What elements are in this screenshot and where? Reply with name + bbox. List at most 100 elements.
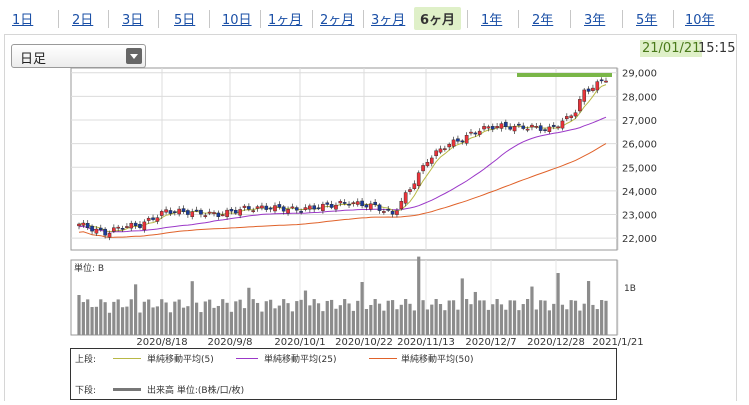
tab-5d[interactable]: 5日	[174, 13, 196, 28]
candle	[155, 217, 160, 222]
period-tabs: 1日 2日 3日 5日 10日 1ヶ月 2ヶ月 3ヶ月 6ヶ月 1年 2年 3年…	[0, 0, 749, 34]
candle	[120, 228, 125, 230]
candle	[595, 81, 600, 91]
ma5-line	[78, 84, 607, 233]
candle	[530, 124, 534, 128]
volume-bar	[112, 301, 116, 335]
volume-bar	[434, 299, 438, 335]
tab-3m[interactable]: 3ヶ月	[371, 13, 406, 28]
tab-1d[interactable]: 1日	[12, 13, 34, 28]
candle	[268, 207, 273, 210]
tab-divider	[209, 10, 210, 28]
candle	[604, 80, 608, 83]
volume-bar	[417, 256, 421, 335]
tab-2m[interactable]: 2ヶ月	[320, 13, 355, 28]
candle	[107, 233, 112, 238]
candle	[416, 172, 421, 186]
candle	[425, 162, 430, 167]
candle	[229, 209, 234, 212]
volume-bar	[229, 311, 234, 335]
candle	[395, 210, 399, 215]
volume-bar	[286, 303, 290, 335]
volume-bar	[290, 311, 295, 335]
candle	[103, 228, 107, 236]
candle	[355, 201, 360, 205]
volume-bar	[543, 300, 547, 335]
volume-bar	[569, 300, 573, 335]
price-tick-label: 28,000	[622, 92, 657, 103]
last-update-date: 21/01/21	[640, 40, 703, 57]
volume-bar	[377, 303, 382, 335]
tab-divider	[312, 10, 313, 28]
tab-divider	[158, 10, 159, 28]
candle	[386, 209, 391, 211]
price-tick-label: 29,000	[622, 69, 657, 80]
tab-3y[interactable]: 3年	[584, 13, 606, 28]
tab-5y[interactable]: 5年	[636, 13, 658, 28]
volume-bar	[216, 305, 220, 335]
candle	[85, 223, 90, 229]
tab-2y[interactable]: 2年	[532, 13, 554, 28]
tab-divider	[570, 10, 571, 28]
candlesticks	[77, 77, 608, 241]
volume-bar	[447, 300, 451, 335]
tab-1m[interactable]: 1ヶ月	[268, 13, 303, 28]
legend-ma25: 単純移動平均(25)	[264, 355, 337, 365]
ma25-swatch	[236, 358, 258, 359]
tab-divider	[260, 10, 261, 28]
candle	[238, 209, 242, 216]
candle	[173, 211, 177, 213]
candle	[203, 215, 208, 217]
candle	[151, 217, 155, 220]
candle	[216, 212, 221, 217]
tab-1y[interactable]: 1年	[481, 13, 503, 28]
volume-bar	[382, 310, 386, 335]
candle	[142, 221, 147, 231]
candle	[582, 89, 587, 102]
tab-10y[interactable]: 10年	[685, 13, 715, 28]
candle	[369, 203, 373, 210]
tab-6m[interactable]: 6ヶ月	[414, 7, 462, 30]
candle	[186, 210, 190, 215]
candle	[277, 204, 282, 208]
candle	[125, 226, 129, 228]
volume-bar	[560, 304, 565, 335]
volume-bar	[234, 301, 238, 335]
volume-bar	[565, 309, 569, 335]
tab-3d[interactable]: 3日	[122, 13, 144, 28]
volume-bar	[517, 310, 521, 335]
date-tick-label: 2020/9/8	[208, 337, 253, 348]
candle	[264, 205, 269, 210]
volume-bar	[473, 291, 477, 335]
volume-bar	[247, 287, 251, 335]
volume-bar	[586, 281, 591, 335]
volume-bar	[591, 304, 595, 335]
volume-bar	[364, 308, 369, 335]
candle	[325, 202, 330, 205]
volume-bar	[469, 304, 473, 335]
candle	[242, 205, 247, 208]
candle	[473, 132, 478, 135]
volume-bar	[81, 302, 85, 335]
chevron-down-icon[interactable]	[126, 48, 142, 64]
date-tick-label: 2020/10/22	[335, 337, 393, 348]
candle	[421, 165, 425, 172]
volume-bar	[486, 309, 491, 335]
volume-bar	[199, 312, 203, 335]
tab-10d[interactable]: 10日	[222, 13, 252, 28]
candle	[538, 125, 543, 131]
candle	[133, 222, 138, 226]
tab-divider	[518, 10, 519, 28]
volume-bar	[225, 302, 229, 335]
candle	[303, 207, 308, 210]
candle	[477, 130, 482, 135]
candle	[94, 228, 99, 234]
tab-2d[interactable]: 2日	[72, 13, 94, 28]
candle	[599, 79, 604, 82]
volume-bar	[552, 303, 556, 335]
candle	[321, 203, 325, 211]
tab-divider	[363, 10, 364, 28]
period-select[interactable]: 日足	[11, 44, 146, 68]
ma25-line	[78, 116, 607, 233]
candle	[551, 124, 556, 127]
